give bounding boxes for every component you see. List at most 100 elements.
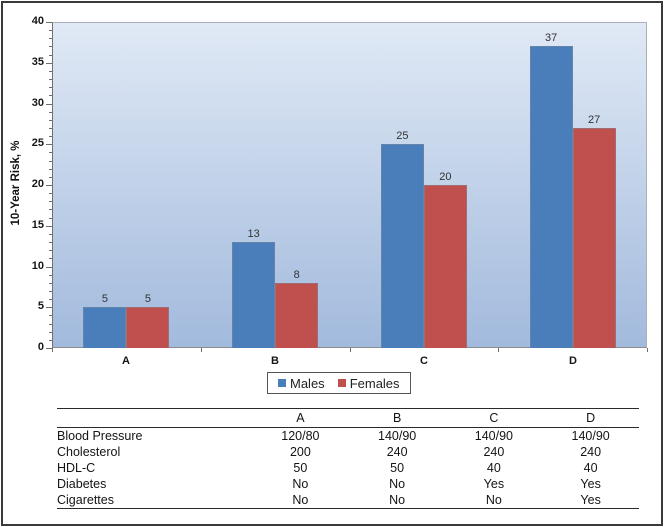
table-cell: No [348, 492, 446, 509]
y-axis-minor-tick [49, 275, 52, 276]
y-axis-major-tick [46, 144, 52, 145]
table-col-header-c: C [445, 408, 543, 428]
table-cell: No [445, 492, 543, 509]
table-row-hdl-c: HDL-C 50 50 40 40 [57, 460, 639, 476]
x-axis-tick [52, 348, 53, 352]
table-cell: No [252, 492, 349, 509]
y-axis-minor-tick [49, 332, 52, 333]
x-axis-tick [350, 348, 351, 352]
table-cell: Yes [580, 477, 601, 491]
y-axis-minor-tick [49, 79, 52, 80]
risk-factor-table: A B C D Blood Pressure 120/80 140/90 140… [57, 408, 639, 509]
bar-males-b: 13 [232, 228, 276, 348]
table-row-cholesterol: Cholesterol 200 240 240 240 [57, 444, 639, 460]
y-axis-minor-tick [49, 315, 52, 316]
y-axis-major-tick [46, 104, 52, 105]
legend-label-females: Females [349, 375, 400, 391]
x-axis-tick [498, 348, 499, 352]
bar-value-label: 27 [588, 114, 601, 126]
x-axis-label-b: B [271, 355, 279, 367]
table-cell: 240 [483, 445, 505, 459]
legend: Males Females [267, 372, 411, 394]
x-axis-tick [647, 348, 648, 352]
legend-swatch-males [278, 379, 286, 387]
table-row-diabetes: Diabetes No No Yes Yes [57, 476, 639, 492]
bar-males-c: 25 [380, 130, 424, 348]
y-axis-minor-tick [49, 209, 52, 210]
table-cell: 40 [583, 461, 598, 475]
bar-value-label: 5 [101, 293, 108, 305]
table-header-row: A B C D [57, 408, 639, 428]
y-axis-minor-tick [49, 234, 52, 235]
y-axis-minor-tick [49, 242, 52, 243]
table-col-header-d: D [542, 408, 639, 428]
y-axis-major-tick [46, 22, 52, 23]
y-axis-major-tick [46, 185, 52, 186]
y-axis-minor-tick [49, 46, 52, 47]
y-axis-major-tick [46, 348, 52, 349]
bar-females-a: 5 [126, 293, 170, 348]
table-col-header-b: B [348, 408, 446, 428]
y-axis-minor-tick [49, 38, 52, 39]
table-cell: Yes [542, 492, 639, 509]
y-axis-minor-tick [49, 340, 52, 341]
y-axis-minor-tick [49, 258, 52, 259]
row-label: Cigarettes [57, 492, 252, 509]
table-cell: 140/90 [571, 429, 610, 443]
bar-value-label: 5 [144, 293, 151, 305]
y-axis-minor-tick [49, 218, 52, 219]
y-axis-minor-tick [49, 136, 52, 137]
y-axis-major-tick [46, 226, 52, 227]
legend-item-females: Females [337, 375, 400, 391]
table-row-blood-pressure: Blood Pressure 120/80 140/90 140/90 140/… [57, 428, 639, 445]
y-axis-minor-tick [49, 177, 52, 178]
y-axis-tick-label: 15 [31, 219, 44, 231]
y-axis-tick-label: 35 [31, 56, 44, 68]
y-axis-minor-tick [49, 250, 52, 251]
category-group-c: 25 20 [350, 22, 499, 348]
table-cell: 50 [293, 461, 308, 475]
table-cell: Yes [483, 477, 505, 491]
bar-value-label: 8 [293, 269, 300, 281]
y-axis-tick-label: 40 [31, 15, 44, 27]
table-cell: 140/90 [474, 429, 513, 443]
y-axis-minor-tick [49, 193, 52, 194]
y-axis-major-tick [46, 307, 52, 308]
y-axis-tick-label: 5 [37, 300, 44, 312]
bar-females-c: 20 [423, 171, 467, 348]
bar-value-label: 25 [396, 130, 409, 142]
bar-females-d: 27 [572, 114, 616, 348]
y-axis-minor-tick [49, 55, 52, 56]
table-corner-cell [57, 408, 252, 428]
y-axis-tick-label: 20 [31, 178, 44, 190]
y-axis-minor-tick [49, 169, 52, 170]
y-axis-tick-label: 0 [37, 341, 44, 353]
y-axis-minor-tick [49, 161, 52, 162]
y-axis-minor-tick [49, 283, 52, 284]
row-label: HDL-C [57, 461, 96, 475]
y-axis-minor-tick [49, 324, 52, 325]
y-axis-major-tick [46, 267, 52, 268]
y-axis-minor-tick [49, 291, 52, 292]
table-cell: No [292, 477, 309, 491]
y-axis-minor-tick [49, 128, 52, 129]
y-axis-tick-label: 25 [31, 137, 44, 149]
table-cell: 40 [486, 461, 501, 475]
y-axis-minor-tick [49, 120, 52, 121]
bar-males-d: 37 [529, 32, 573, 348]
bar-value-label: 20 [439, 171, 452, 183]
table-cell: 140/90 [378, 429, 417, 443]
row-label: Blood Pressure [57, 429, 143, 443]
x-axis-label-c: C [420, 355, 428, 367]
table-col-header-a: A [252, 408, 349, 428]
table-cell: 120/80 [281, 429, 320, 443]
category-group-d: 37 27 [498, 22, 647, 348]
y-axis-major-tick [46, 63, 52, 64]
legend-item-males: Males [278, 376, 325, 391]
category-group-b: 13 8 [201, 22, 350, 348]
y-axis-minor-tick [49, 71, 52, 72]
legend-label-males: Males [290, 375, 325, 391]
y-axis-minor-tick [49, 87, 52, 88]
